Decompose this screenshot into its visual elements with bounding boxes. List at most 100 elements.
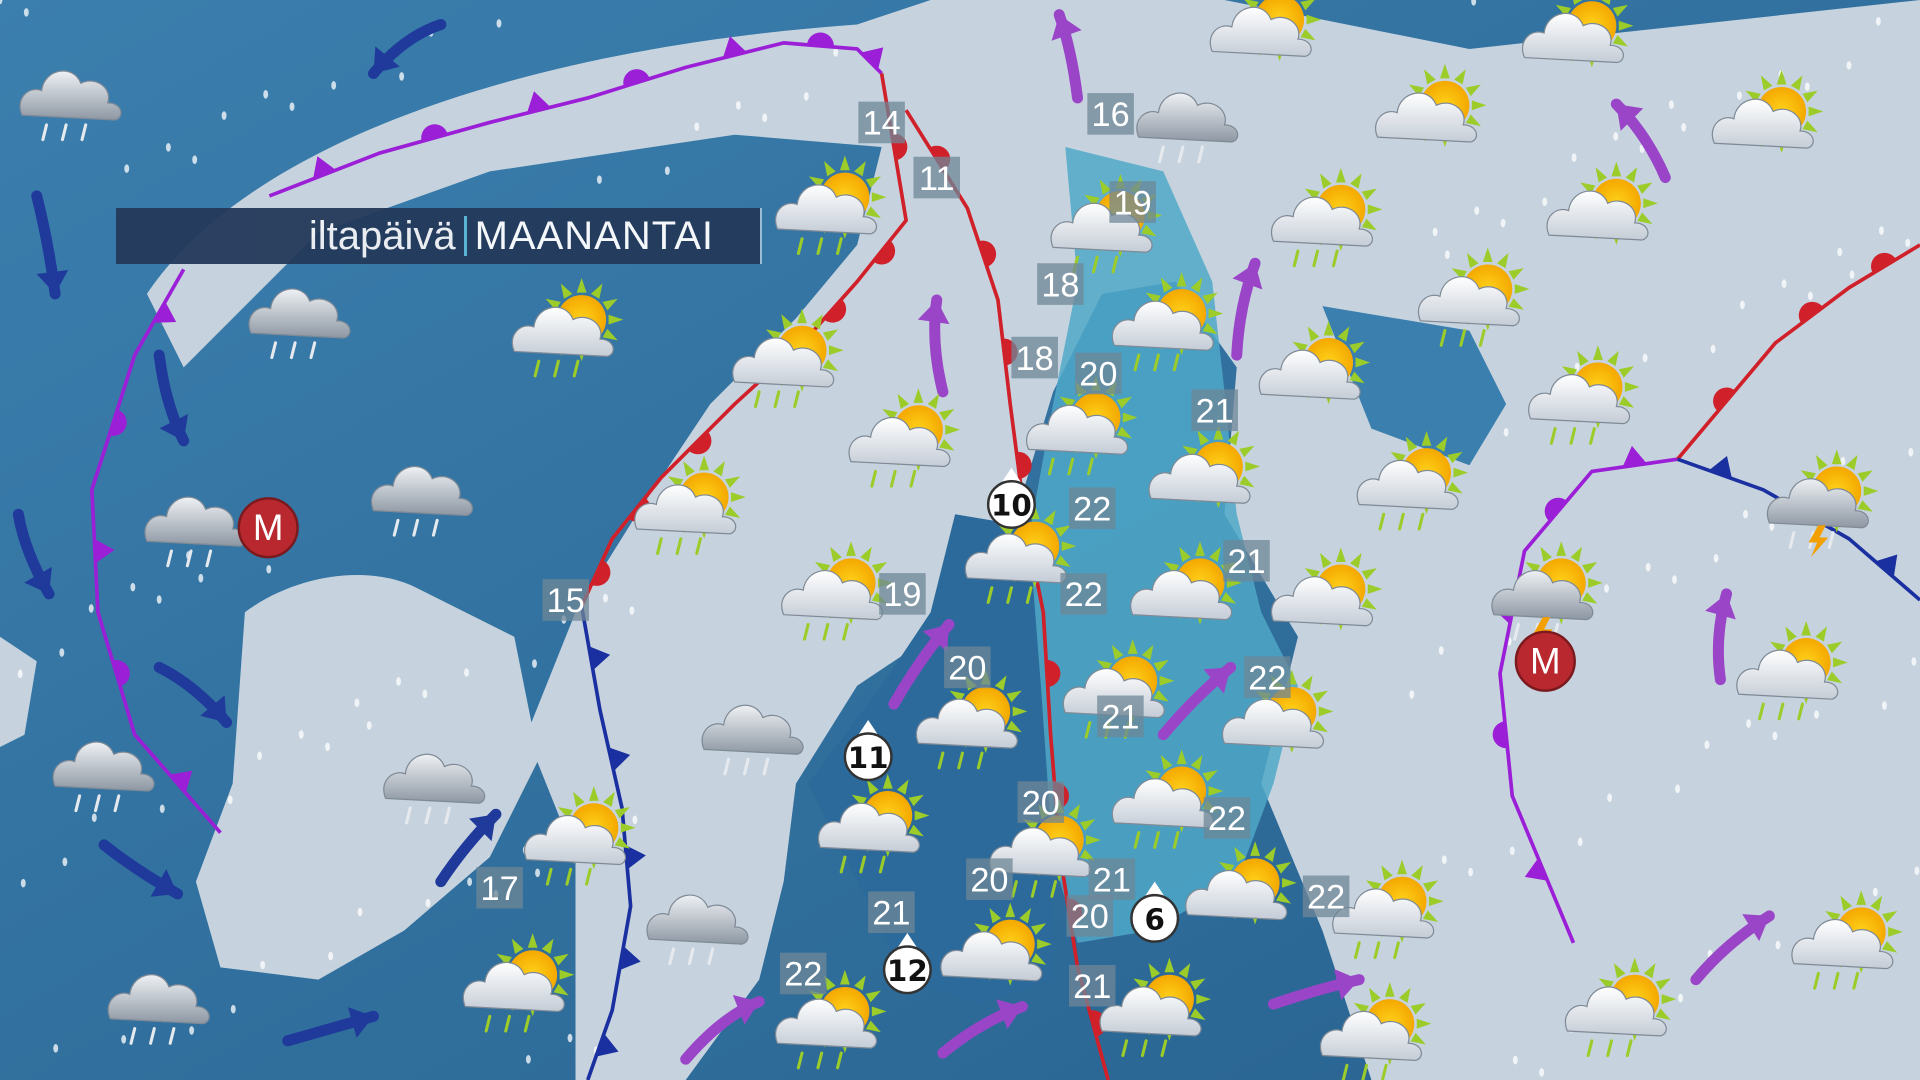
- temperature-value: 22: [1307, 879, 1345, 917]
- rain-drop: [1743, 509, 1748, 519]
- rain-drop: [121, 1035, 127, 1044]
- rain-drop: [1409, 690, 1415, 699]
- rain-drop: [260, 960, 266, 970]
- temperature-value: 21: [872, 894, 910, 932]
- rain-drop: [1539, 1068, 1545, 1077]
- rain-drop: [1613, 132, 1619, 141]
- rain-drop: [803, 92, 809, 101]
- sun-cloud-rain-icon: [775, 969, 887, 1070]
- rain-drop: [124, 164, 130, 173]
- rain-drop: [91, 813, 97, 822]
- temperature-value: 17: [481, 870, 519, 908]
- sun-cloud-icon: [1222, 669, 1334, 754]
- sea-temperature-marker: 6: [1130, 881, 1180, 943]
- temperature-value: 19: [1114, 184, 1152, 222]
- temperature-label: 15: [542, 579, 589, 621]
- rain-drop: [298, 730, 304, 739]
- sun-cloud-rain-icon: [1111, 271, 1224, 372]
- rain-drop: [1736, 91, 1742, 100]
- rain-drop: [59, 648, 65, 657]
- cloud-rain-icon: [646, 894, 749, 966]
- rain-drop: [357, 907, 363, 917]
- temperature-value: 18: [1016, 340, 1054, 378]
- rain-drop: [1704, 740, 1710, 750]
- rain-drop: [1668, 100, 1674, 109]
- wind-arrow-icon: [937, 999, 1028, 1059]
- rain-drop: [1512, 1055, 1518, 1065]
- rain-drop: [257, 751, 263, 761]
- rain-drop: [88, 604, 94, 613]
- rain-drop: [399, 72, 405, 81]
- cloud-rain-icon: [371, 465, 473, 537]
- occluded-front-north: [268, 32, 884, 198]
- temperature-label: 21: [1223, 540, 1270, 582]
- sun-cloud-rain-icon: [848, 388, 960, 488]
- temperature-label: 22: [1302, 875, 1350, 918]
- rain-drop: [289, 102, 295, 111]
- sun-cloud-icon: [1148, 424, 1260, 509]
- sea-temperature-value: 11: [848, 741, 889, 775]
- rain-drop: [23, 8, 29, 17]
- rain-drop: [1681, 123, 1687, 132]
- temperature-value: 21: [1227, 543, 1265, 581]
- temperature-label: 22: [1068, 487, 1116, 529]
- sun-cloud-icon: [1375, 63, 1487, 147]
- sun-cloud-rain-icon: [818, 773, 930, 874]
- temperature-label: 22: [1060, 573, 1107, 615]
- rain-drop: [1503, 427, 1509, 437]
- wind-arrow-icon: [1705, 588, 1736, 686]
- sun-cloud-rain-icon: [1026, 375, 1138, 476]
- rain-drop: [1645, 562, 1651, 572]
- wind-arrow-icon: [917, 294, 950, 398]
- sun-cloud-rain-icon: [1736, 620, 1848, 721]
- rain-drop: [603, 593, 608, 603]
- rain-drop: [1875, 17, 1881, 26]
- sea-temperature-marker: 11: [843, 720, 893, 782]
- pressure-label: M: [1530, 640, 1561, 681]
- sun-cloud-icon: [1546, 161, 1658, 245]
- wind-arrow-icon: [435, 808, 502, 888]
- rain-drop: [1675, 784, 1680, 794]
- sun-cloud-rain-icon: [1332, 859, 1444, 960]
- sun-cloud-rain-icon: [1791, 890, 1903, 990]
- time-of-day-label: iltapäivä: [308, 213, 456, 258]
- rain-drop: [221, 111, 227, 120]
- rain-drop: [1678, 993, 1684, 1003]
- rain-drop: [1769, 522, 1775, 531]
- temperature-label: 16: [1087, 93, 1134, 135]
- rain-drop: [0, 0, 3, 5]
- rain-drop: [198, 573, 204, 583]
- rain-drop: [159, 804, 165, 814]
- temperature-value: 14: [863, 105, 901, 143]
- rain-drop: [762, 113, 768, 122]
- rain-drop: [1441, 855, 1447, 864]
- rain-drop: [532, 659, 537, 668]
- warm-front-east: [1676, 243, 1920, 461]
- rain-drop: [1804, 82, 1810, 91]
- rain-drop: [331, 81, 337, 90]
- rain-drop: [1710, 344, 1716, 354]
- rain-drop: [1872, 887, 1878, 897]
- rain-drop: [535, 868, 540, 878]
- temperature-value: 16: [1092, 96, 1130, 134]
- rain-drop: [396, 677, 402, 686]
- sun-cloud-rain-icon: [775, 155, 887, 255]
- rain-drop: [464, 668, 469, 677]
- sun-cloud-rain-icon: [1099, 957, 1212, 1058]
- rain-drop: [1840, 456, 1846, 466]
- sun-cloud-rain-icon: [1528, 345, 1640, 445]
- occluded-front-west: [90, 268, 222, 834]
- sun-cloud-rain-icon: [1271, 167, 1383, 268]
- temperature-value: 20: [948, 650, 986, 688]
- wind-arrow-icon: [1267, 968, 1365, 1010]
- sun-cloud-rain-icon: [964, 504, 1077, 604]
- sea-temperature-marker: 12: [882, 933, 932, 995]
- rain-drop: [266, 564, 272, 574]
- rain-drop: [1807, 291, 1813, 301]
- temperature-value: 19: [883, 576, 921, 614]
- rain-drop: [1846, 61, 1852, 70]
- rain-drop: [833, 48, 839, 57]
- temperature-label: 11: [913, 156, 960, 199]
- rain-drop: [1604, 584, 1609, 593]
- sun-cloud-icon: [1130, 541, 1242, 625]
